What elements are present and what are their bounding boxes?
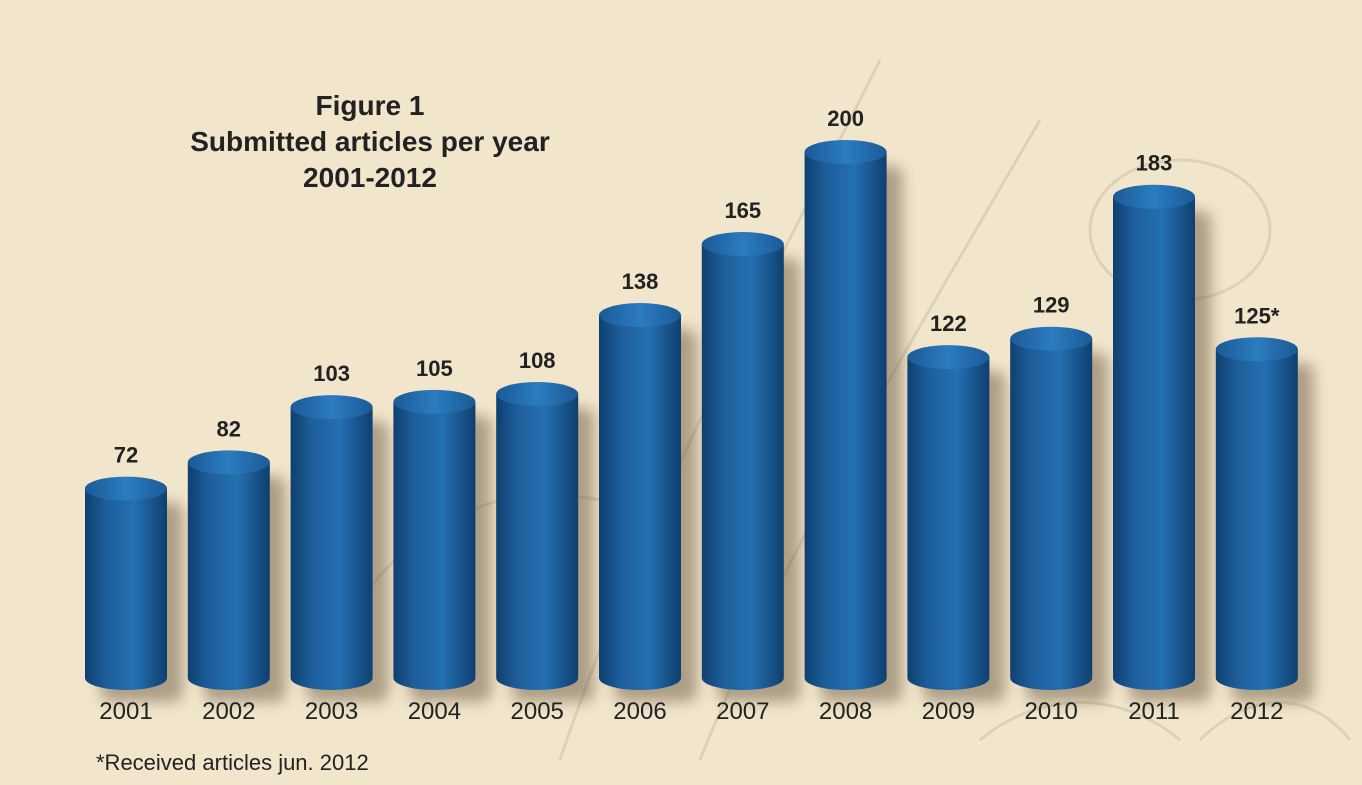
x-tick-label-2001: 2001 [99, 698, 152, 725]
data-label-2006: 138 [622, 269, 659, 294]
bar-2011 [1113, 196, 1195, 690]
chart-subtitle: 2001-2012 [303, 162, 437, 193]
data-label-2010: 129 [1033, 293, 1070, 318]
chart-title-block: Figure 1 Submitted articles per year 200… [160, 88, 580, 196]
footnote: *Received articles jun. 2012 [96, 750, 369, 775]
bar-top-2002 [187, 450, 270, 475]
bar-2010 [1010, 338, 1093, 690]
bar-top-2008 [804, 140, 887, 164]
bars-group [85, 140, 1298, 691]
bar-top-2007 [701, 232, 784, 257]
x-tick-label-2005: 2005 [511, 698, 564, 725]
x-tick-label-2012: 2012 [1230, 698, 1283, 725]
x-tick-label-2009: 2009 [922, 698, 975, 725]
bar-top-2006 [599, 303, 681, 328]
x-tick-label-2008: 2008 [819, 698, 872, 725]
bar-2008 [804, 152, 887, 690]
x-tick-labels-group: 2001 2002 2003 2004 2005 2006 2007 2008 2009 2010… [99, 698, 1283, 725]
x-tick-label-2003: 2003 [305, 698, 358, 725]
data-label-2005: 108 [519, 348, 556, 373]
data-label-2004: 105 [416, 356, 453, 381]
bar-2006 [599, 315, 681, 690]
bar-top-2009 [907, 345, 990, 370]
data-label-2009: 122 [930, 311, 967, 336]
bar-top-2001 [85, 476, 167, 501]
bar-top-2003 [290, 395, 373, 420]
data-label-2008: 200 [827, 106, 864, 131]
data-labels-group: 72 82 103 105 108 138 165 200 122 129 183 125* [114, 106, 1280, 468]
x-tick-label-2004: 2004 [408, 698, 461, 725]
bar-2001 [85, 488, 167, 690]
bar-2004 [393, 401, 476, 690]
data-label-2012: 125* [1234, 303, 1280, 328]
bar-2009 [907, 357, 990, 690]
x-tick-label-2002: 2002 [202, 698, 255, 725]
bar-top-2010 [1010, 326, 1093, 351]
data-label-2011: 183 [1136, 151, 1173, 176]
bar-top-2012 [1215, 337, 1298, 362]
bar-top-2004 [393, 389, 476, 414]
figure-label: Figure 1 [315, 90, 425, 121]
x-tick-label-2011: 2011 [1128, 698, 1180, 725]
bar-top-2011 [1113, 184, 1195, 209]
x-tick-label-2010: 2010 [1025, 698, 1078, 725]
x-tick-label-2006: 2006 [613, 698, 666, 725]
bar-2003 [290, 407, 373, 690]
bar-2002 [187, 462, 270, 690]
data-label-2003: 103 [313, 361, 350, 386]
data-label-2007: 165 [724, 198, 761, 223]
x-tick-label-2007: 2007 [716, 698, 769, 725]
bar-2012 [1215, 349, 1298, 690]
bar-top-2005 [496, 381, 579, 406]
chart-title: Submitted articles per year [190, 126, 550, 157]
data-label-2001: 72 [114, 443, 138, 468]
bar-2005 [496, 393, 579, 690]
bar-2007 [701, 244, 784, 691]
data-label-2002: 82 [217, 416, 241, 441]
